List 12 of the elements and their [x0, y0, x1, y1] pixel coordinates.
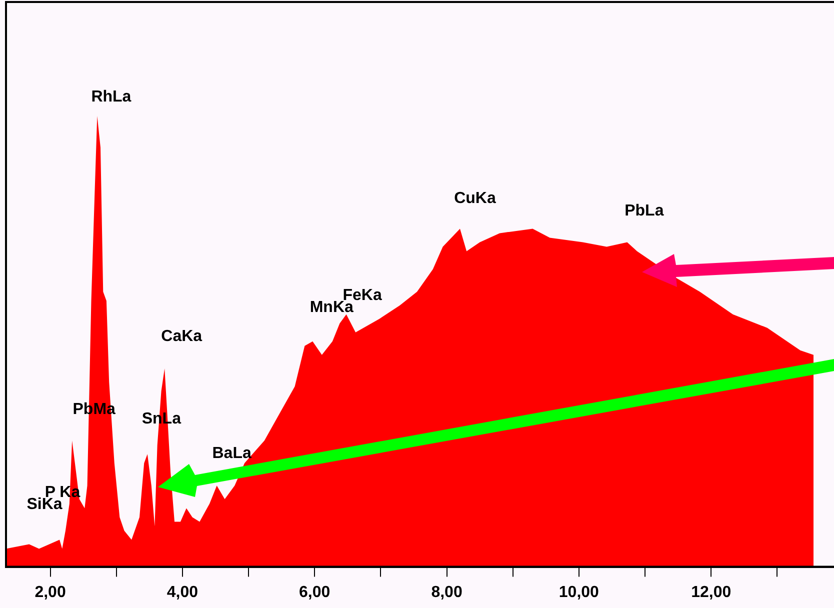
annotation: RhLa: [91, 88, 132, 106]
annotation: CaKa: [161, 328, 202, 345]
x-tick-label: 4,00: [166, 584, 198, 601]
annotation: MnKa: [310, 298, 354, 316]
x-tick-label: 2,00: [34, 584, 66, 601]
x-tick-label: 12,00: [691, 584, 732, 601]
annotation: BaLa: [212, 445, 252, 462]
x-tick-label: 10,00: [558, 584, 600, 601]
x-tick-label: 8,00: [431, 584, 462, 601]
annotation: CuKa: [454, 190, 496, 208]
annotation: PbLa: [624, 202, 664, 220]
x-tick-label: 6,00: [299, 584, 330, 601]
